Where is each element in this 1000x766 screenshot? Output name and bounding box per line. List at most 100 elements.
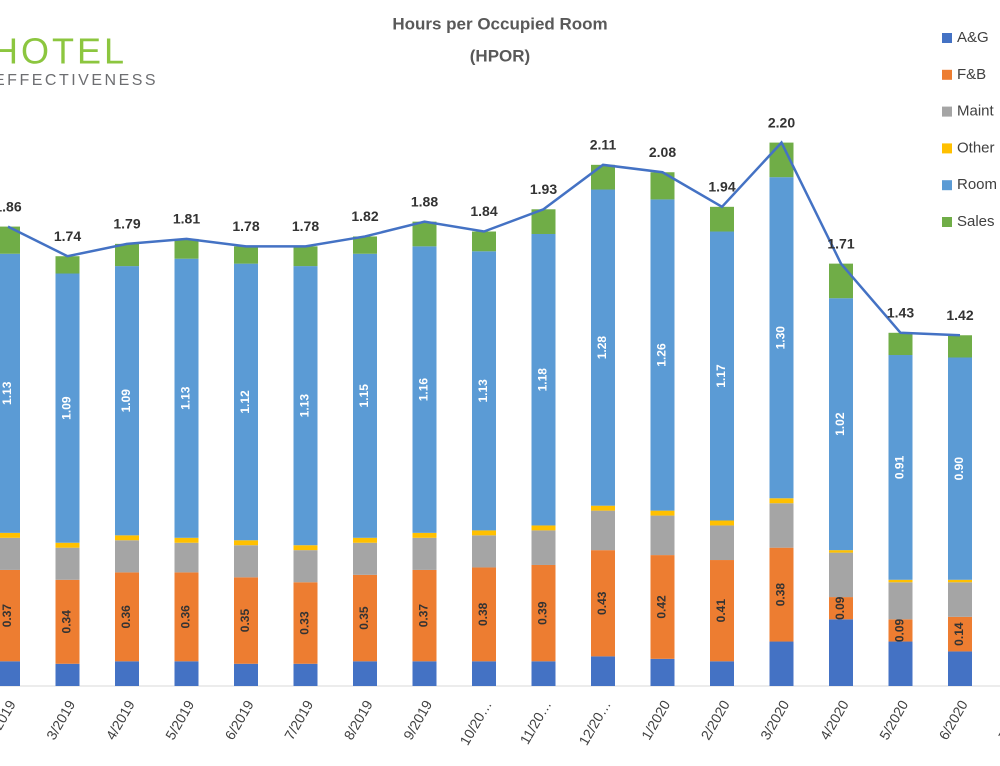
total-label: 1.79: [113, 216, 140, 232]
total-label: 1.74: [54, 228, 81, 244]
data-label: 1.12: [238, 390, 252, 414]
bar-segment: [829, 298, 853, 551]
bar-segment: [888, 579, 913, 583]
data-label: 1.30: [774, 326, 788, 350]
bar-segment: [948, 651, 972, 686]
bar-segment: [650, 658, 675, 686]
bar-segment: [531, 564, 556, 662]
total-label: 1.86: [0, 198, 22, 214]
data-label: 1.18: [536, 368, 550, 392]
total-label: 2.11: [590, 137, 617, 153]
legend-label: F&B: [957, 66, 986, 83]
bar-segment: [531, 661, 556, 686]
x-tick-label: 6/2019: [222, 697, 257, 742]
x-tick-label: 3/2020: [757, 697, 792, 742]
bar-segment: [234, 577, 258, 664]
bar-segment: [115, 243, 139, 267]
bar-segment: [115, 535, 139, 541]
bar-segment: [174, 537, 199, 543]
data-label: 0.34: [60, 610, 74, 634]
data-label: 1.16: [417, 378, 431, 402]
x-tick-label: 7/2020: [995, 697, 1000, 742]
bar-segment: [293, 663, 318, 686]
bar-segment: [948, 616, 972, 652]
bar-segment: [55, 663, 80, 686]
data-label: 0.36: [119, 605, 133, 629]
data-label: 1.09: [60, 396, 74, 420]
data-label: 0.91: [893, 455, 907, 479]
bar-segment: [353, 542, 377, 575]
bar-segment: [174, 661, 199, 686]
bar-segment: [55, 273, 80, 543]
data-label: 0.33: [298, 611, 312, 635]
bar-segment: [115, 540, 139, 573]
data-label: 0.14: [952, 622, 966, 646]
x-tick-label: 3/2019: [43, 697, 78, 742]
legend-label: Room: [957, 176, 997, 193]
bar-segment: [353, 661, 377, 686]
data-label: 1.13: [476, 379, 490, 403]
bar-segment: [769, 641, 794, 686]
bar-segment: [174, 542, 199, 573]
data-label: 0.09: [893, 618, 907, 642]
bar-segment: [55, 542, 80, 548]
data-label: 1.02: [833, 412, 847, 436]
bar-segment: [710, 520, 734, 526]
bar-segment: [888, 641, 913, 686]
bar-segment: [650, 510, 675, 516]
bar-segment: [710, 661, 734, 686]
bar-segment: [591, 550, 615, 657]
bar-segment: [472, 231, 496, 252]
legend-swatch: [942, 217, 952, 227]
bar-segment: [412, 569, 437, 662]
bar-segment: [650, 199, 675, 511]
bar-segment: [234, 246, 258, 264]
total-label: 1.93: [530, 181, 557, 197]
bar-segment: [829, 550, 853, 553]
bar-segment: [412, 532, 437, 538]
x-tick-label: 4/2019: [103, 697, 138, 742]
x-tick-label: 9/2019: [400, 697, 435, 742]
total-label: 1.88: [411, 193, 438, 209]
legend-label: Other: [957, 139, 995, 156]
bar-segment: [0, 537, 20, 570]
data-label: 1.13: [298, 394, 312, 418]
bar-segment: [472, 567, 496, 662]
legend-label: Maint: [957, 103, 995, 120]
data-label: 0.37: [0, 604, 14, 628]
bar-segment: [829, 552, 853, 598]
x-tick-label: 2/2019: [0, 697, 19, 742]
bar-segment: [591, 164, 615, 190]
bar-segment: [55, 256, 80, 274]
bar-segment: [412, 221, 437, 247]
bar-segment: [293, 550, 318, 583]
bar-segment: [710, 231, 734, 521]
bar-segment: [0, 532, 20, 538]
total-label: 2.20: [768, 114, 795, 130]
bar-segment: [829, 597, 853, 620]
bar-segment: [115, 266, 139, 536]
data-label: 0.43: [595, 591, 609, 615]
total-label: 1.84: [470, 203, 497, 219]
legend-swatch: [942, 106, 952, 117]
bar-segment: [293, 582, 318, 664]
logo-name: HOTEL: [0, 31, 127, 72]
chart-title: Hours per Occupied Room: [392, 14, 607, 33]
bar-segment: [0, 569, 20, 662]
bar-segment: [948, 582, 972, 617]
chart-subtitle: (HPOR): [470, 46, 530, 65]
total-label: 1.78: [292, 218, 319, 234]
x-tick-label: 11/20…: [516, 697, 554, 747]
data-label: 0.09: [833, 596, 847, 620]
x-tick-label: 5/2020: [876, 697, 911, 742]
total-label: 1.78: [232, 218, 259, 234]
data-label: 1.13: [179, 386, 193, 410]
data-label: 0.38: [476, 602, 490, 626]
data-label: 1.13: [0, 381, 14, 405]
bar-segment: [234, 663, 258, 686]
bar-segment: [293, 266, 318, 546]
bar-segment: [353, 236, 377, 254]
data-label: 0.38: [774, 583, 788, 607]
legend-swatch: [942, 69, 952, 80]
bar-segment: [591, 656, 615, 686]
